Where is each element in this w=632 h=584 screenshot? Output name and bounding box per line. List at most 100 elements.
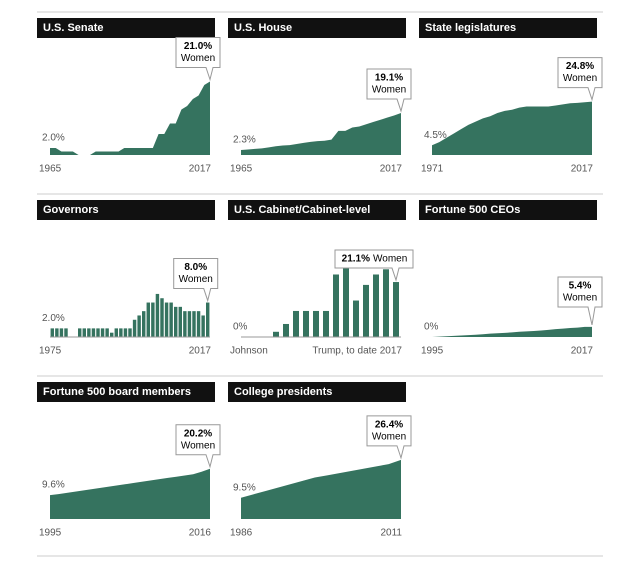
- panel: Governors 2.0% 1975 2017 8.0%Women: [37, 200, 219, 357]
- x-label: Trump, to date 2017: [312, 346, 402, 357]
- start-label: 2.0%: [42, 313, 65, 324]
- bar: [183, 311, 187, 337]
- bar: [137, 315, 141, 337]
- callout-box: [557, 276, 603, 326]
- bar: [178, 306, 182, 337]
- bar: [151, 302, 155, 337]
- x-label: 1995: [39, 528, 62, 539]
- x-label: 1971: [421, 164, 444, 175]
- bar: [146, 302, 150, 337]
- callout-value: 5.4%: [569, 281, 592, 292]
- bar: [155, 293, 160, 337]
- bar: [313, 310, 319, 337]
- x-label: 1965: [230, 164, 253, 175]
- panel: U.S. House 2.3% 1965 2017 19.1%Women: [228, 18, 412, 175]
- start-label: 4.5%: [424, 130, 447, 141]
- bar: [100, 328, 105, 337]
- callout-box: [173, 258, 219, 303]
- panel-title: College presidents: [234, 386, 332, 398]
- title-bar: [228, 200, 406, 220]
- callout-value: 8.0%: [184, 262, 207, 273]
- title-bar: [419, 200, 597, 220]
- bar: [174, 306, 178, 337]
- callout-word: Women: [372, 85, 406, 96]
- title-bar: [419, 18, 597, 38]
- panel-title: U.S. House: [234, 22, 292, 34]
- start-label: 2.3%: [233, 135, 256, 146]
- area: [241, 459, 401, 519]
- bar: [196, 311, 201, 337]
- start-label: 9.5%: [233, 482, 256, 493]
- start-label: 2.0%: [42, 133, 65, 144]
- title-bar: [37, 382, 215, 402]
- bar: [96, 328, 100, 337]
- callout-word: Women: [179, 274, 213, 285]
- area: [50, 81, 210, 155]
- panel-title: Fortune 500 board members: [43, 386, 191, 398]
- bar: [50, 328, 54, 337]
- bar: [363, 284, 369, 337]
- bar: [187, 311, 192, 337]
- panel: Fortune 500 board members 9.6% 1995 2016 20.…: [37, 382, 221, 539]
- title-bar: [228, 18, 406, 38]
- bar: [114, 328, 118, 337]
- x-label: 2017: [380, 164, 403, 175]
- x-label: 2017: [189, 164, 212, 175]
- title-bar: [228, 382, 406, 402]
- bar: [192, 311, 196, 337]
- callout-value: 21.1%: [342, 254, 370, 265]
- panel: Fortune 500 CEOs 0% 1995 2017 5.4%Women: [419, 200, 603, 357]
- bar: [55, 328, 59, 337]
- area: [432, 101, 592, 155]
- x-label: 2016: [189, 528, 212, 539]
- panel: U.S. Cabinet/Cabinet-level 0% Johnson Trump…: [228, 200, 414, 357]
- callout-word: Women: [563, 293, 597, 304]
- panel-title: U.S. Cabinet/Cabinet-level: [234, 204, 370, 216]
- x-label: 1986: [230, 528, 253, 539]
- panel: U.S. Senate 2.0% 1965 2017 21.0%Women: [37, 18, 221, 175]
- title-bar: [37, 18, 215, 38]
- callout-word: Women: [373, 254, 407, 265]
- bar: [110, 332, 114, 337]
- callout-value: 20.2%: [184, 428, 212, 439]
- bar: [132, 319, 137, 337]
- bar: [64, 328, 68, 337]
- callout-value: 21.0%: [184, 41, 212, 52]
- area: [241, 113, 401, 155]
- bar: [373, 274, 379, 337]
- bar: [59, 328, 64, 337]
- bar: [293, 310, 299, 337]
- callout-value: 24.8%: [566, 61, 594, 72]
- x-label: 1975: [39, 346, 62, 357]
- callout-word: Women: [181, 53, 215, 64]
- x-label: 2017: [189, 346, 212, 357]
- callout-box: [334, 249, 414, 282]
- x-label: 2011: [380, 528, 402, 539]
- panel-title: U.S. Senate: [43, 22, 104, 34]
- bar: [123, 328, 128, 337]
- start-label: 0%: [424, 322, 439, 333]
- bar: [164, 302, 169, 337]
- x-label: 2017: [571, 164, 594, 175]
- callout-word: Women: [372, 432, 406, 443]
- start-label: 9.6%: [42, 480, 65, 491]
- callout-box: [175, 37, 221, 82]
- callout-box: [366, 415, 412, 460]
- panel-title: Governors: [43, 204, 99, 216]
- callout-box: [366, 68, 412, 113]
- panel: College presidents 9.5% 1986 2011 26.4%Women: [228, 382, 412, 539]
- bar: [383, 269, 389, 337]
- bar: [82, 328, 86, 337]
- bar: [105, 328, 109, 337]
- x-label: 1965: [39, 164, 62, 175]
- bar: [142, 311, 146, 337]
- bar: [87, 328, 91, 337]
- x-label: 1995: [421, 346, 444, 357]
- bar: [169, 302, 173, 337]
- bar: [303, 310, 309, 337]
- bar: [333, 274, 339, 337]
- bar: [201, 315, 205, 337]
- callout-box: [175, 424, 221, 469]
- area: [432, 326, 592, 337]
